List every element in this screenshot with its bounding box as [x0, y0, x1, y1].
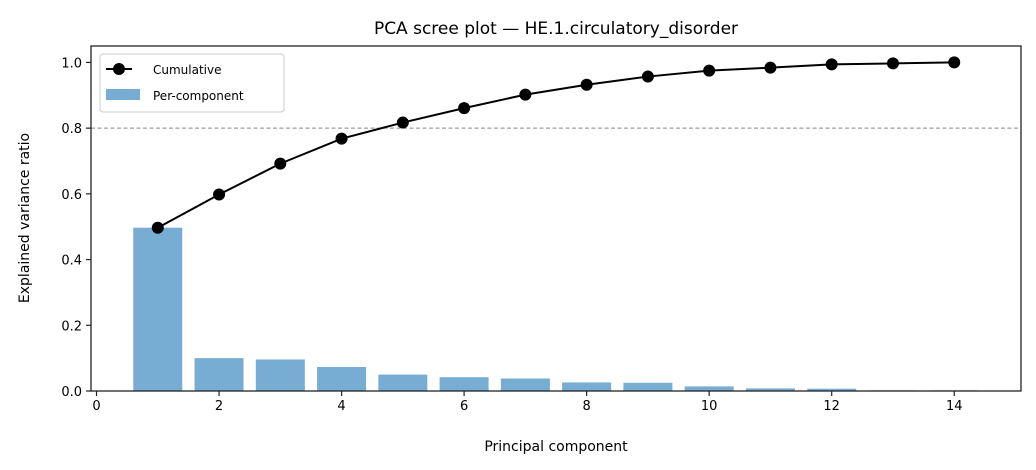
cumulative-point-11 — [764, 61, 777, 74]
x-axis-label: Principal component — [484, 439, 628, 455]
cumulative-point-4 — [335, 132, 348, 145]
bar-pc10 — [684, 386, 734, 391]
y-axis-label: Explained variance ratio — [17, 133, 33, 303]
x-tick-label: 10 — [701, 399, 718, 414]
legend: Cumulative Per-component — [99, 53, 285, 113]
bar-pc9 — [623, 382, 673, 391]
bar-pc11 — [745, 388, 795, 391]
cumulative-point-6 — [458, 102, 471, 115]
legend-per-component-label: Per-component — [153, 89, 244, 103]
x-tick-label: 2 — [215, 399, 223, 414]
bar-pc6 — [439, 377, 489, 391]
y-tick-label: 1.0 — [61, 56, 82, 71]
cumulative-point-5 — [396, 116, 409, 129]
x-tick-label: 4 — [337, 399, 345, 414]
cumulative-point-2 — [213, 188, 226, 201]
y-tick-label: 0.0 — [61, 385, 82, 400]
y-tick-label: 0.4 — [61, 254, 82, 269]
cumulative-line — [157, 61, 955, 229]
cumulative-point-1 — [151, 221, 164, 234]
plot-area — [90, 45, 1022, 392]
bar-pc12 — [807, 388, 857, 391]
legend-per-component-swatch — [106, 89, 140, 100]
x-tick-label: 6 — [460, 399, 468, 414]
x-axis: 0 2 4 6 8 10 12 14 — [92, 391, 962, 414]
cumulative-point-14 — [948, 56, 961, 69]
legend-cumulative-label: Cumulative — [153, 63, 222, 77]
bar-pc2 — [194, 358, 244, 391]
y-axis: 0.0 0.2 0.4 0.6 0.8 1.0 — [61, 56, 91, 400]
x-tick-label: 8 — [582, 399, 590, 414]
y-tick-label: 0.8 — [61, 122, 82, 137]
y-tick-label: 0.6 — [61, 188, 82, 203]
cumulative-point-10 — [703, 64, 716, 77]
bar-pc3 — [255, 359, 305, 391]
bar-pc1 — [133, 227, 183, 391]
bar-pc8 — [562, 382, 612, 391]
legend-cumulative-marker — [113, 63, 125, 75]
y-tick-label: 0.2 — [61, 319, 82, 334]
bar-pc4 — [317, 367, 367, 391]
cumulative-point-13 — [886, 57, 899, 70]
cumulative-point-12 — [825, 58, 838, 71]
cumulative-point-8 — [580, 78, 593, 91]
cumulative-point-3 — [274, 157, 287, 170]
legend-frame — [99, 53, 285, 113]
cumulative-point-9 — [641, 70, 654, 83]
x-tick-label: 14 — [946, 399, 963, 414]
cumulative-point-7 — [519, 88, 532, 101]
chart-title: PCA scree plot — HE.1.circulatory_disord… — [374, 19, 738, 39]
x-tick-label: 0 — [92, 399, 100, 414]
bar-pc7 — [500, 378, 550, 391]
axes-frame — [90, 45, 1022, 392]
x-tick-label: 12 — [823, 399, 840, 414]
bar-pc5 — [378, 374, 428, 391]
